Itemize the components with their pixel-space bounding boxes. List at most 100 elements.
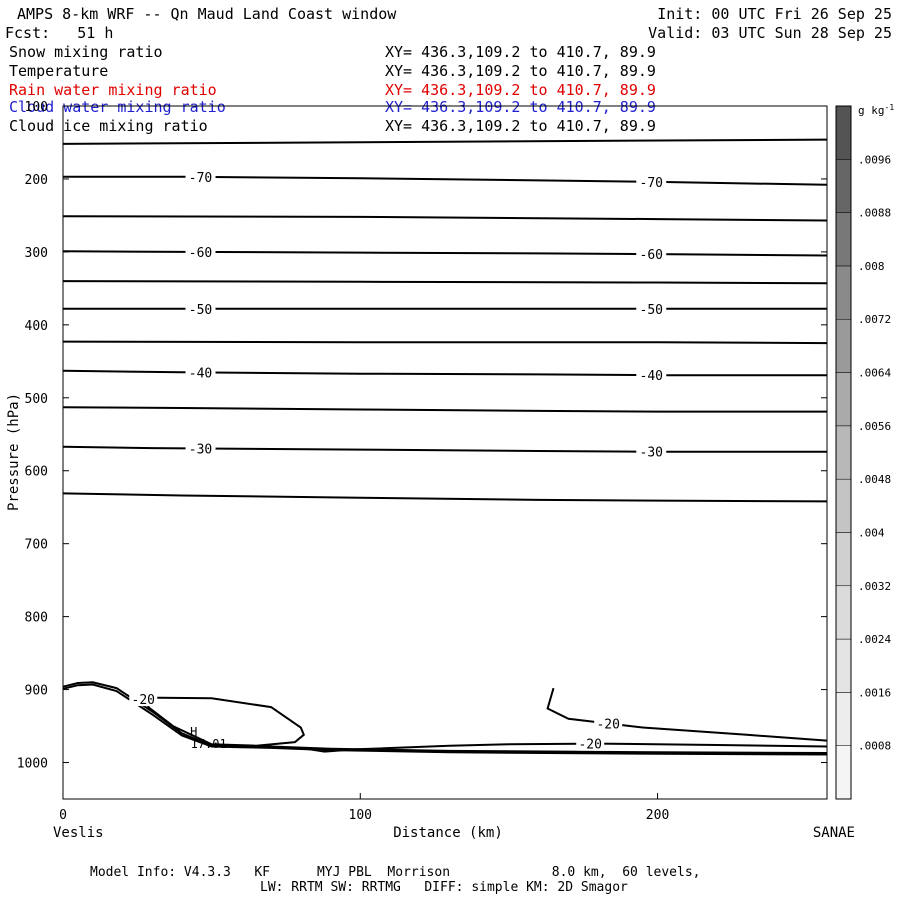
y-tick-label: 800 — [25, 611, 48, 626]
isotherm-line — [62, 369, 827, 377]
isotherm-label-bg — [185, 243, 216, 259]
low-level-contour — [546, 687, 828, 742]
colorbar-segment — [835, 638, 852, 693]
colorbar-tick-label: .008 — [858, 260, 885, 273]
low-contour-label: -20 — [596, 717, 619, 732]
low-contour-label: -20 — [132, 693, 155, 708]
isotherm-label: -40 — [189, 366, 212, 381]
isotherm-label-bg — [636, 246, 667, 262]
y-tick-label: 100 — [25, 100, 48, 115]
y-tick-label: 900 — [25, 684, 48, 699]
legend-var-cloud-water: Cloud water mixing ratio — [9, 98, 226, 116]
legend-xy-temperature: XY= 436.3,109.2 to 410.7, 89.9 — [385, 62, 656, 80]
isotherm-line — [62, 492, 828, 503]
y-tick-label: 200 — [25, 173, 48, 188]
legend-var-snow: Snow mixing ratio — [9, 43, 163, 61]
legend-var-temperature: Temperature — [9, 62, 109, 80]
isotherm-label-bg — [636, 367, 667, 383]
plot-annotation: 17.01 — [191, 737, 227, 751]
isotherm-line — [62, 215, 828, 222]
low-contour-label-bg — [594, 715, 623, 731]
colorbar-tick-label: .0072 — [858, 313, 891, 326]
init-time: Init: 00 UTC Fri 26 Sep 25 — [657, 5, 892, 23]
isotherm-label: -70 — [640, 176, 663, 191]
colorbar-tick-label: .0048 — [858, 473, 891, 486]
colorbar-tick-label: .004 — [858, 526, 885, 539]
legend-var-rain: Rain water mixing ratio — [9, 81, 217, 99]
colorbar-segment — [835, 265, 852, 320]
colorbar-tick-label: .0032 — [858, 580, 891, 593]
x-tick-label: 100 — [349, 808, 372, 823]
y-axis-label: Pressure (hPa) — [6, 393, 22, 511]
low-contour-label-bg — [576, 735, 605, 751]
colorbar-tick-label: .0088 — [858, 207, 891, 220]
isotherm-label-bg — [636, 300, 667, 316]
y-tick-label: 1000 — [17, 757, 48, 772]
forecast-hour: Fcst: 51 h — [5, 24, 114, 42]
low-level-contour — [142, 696, 306, 747]
isotherm-line — [62, 138, 828, 145]
colorbar-segment — [835, 745, 852, 800]
y-tick-label: 700 — [25, 538, 48, 553]
colorbar-unit: g kg-1 — [858, 103, 894, 117]
isotherm-label: -30 — [640, 446, 663, 461]
colorbar-frame — [835, 105, 852, 800]
y-tick-label: 600 — [25, 465, 48, 480]
legend-xy-rain: XY= 436.3,109.2 to 410.7, 89.9 — [385, 81, 656, 99]
legend-xy-snow: XY= 436.3,109.2 to 410.7, 89.9 — [385, 43, 656, 61]
colorbar-tick-label: .0024 — [858, 633, 891, 646]
colorbar-tick-label: .0096 — [858, 153, 891, 166]
colorbar-tick-label: .0056 — [858, 420, 891, 433]
legend-xy-cloud-ice: XY= 436.3,109.2 to 410.7, 89.9 — [385, 117, 656, 135]
colorbar-segment — [835, 212, 852, 267]
colorbar-segment — [835, 425, 852, 480]
isotherm-label-bg — [185, 364, 216, 380]
isotherm-label-bg — [185, 300, 216, 316]
left-endpoint-label: Veslis — [53, 825, 104, 841]
isotherm-label: -50 — [640, 303, 663, 318]
x-tick-label: 200 — [646, 808, 669, 823]
legend-var-cloud-ice: Cloud ice mixing ratio — [9, 117, 208, 135]
model-info-line1: Model Info: V4.3.3 KF MYJ PBL Morrison 8… — [90, 865, 701, 880]
isotherm-label: -70 — [189, 171, 212, 186]
plot-annotation: H — [190, 725, 197, 739]
legend-xy-cloud-water: XY= 436.3,109.2 to 410.7, 89.9 — [385, 98, 656, 116]
right-endpoint-label: SANAE — [813, 825, 855, 841]
low-contour-label: -20 — [578, 738, 601, 753]
colorbar-tick-label: .0016 — [858, 686, 891, 699]
isotherm-line — [62, 406, 827, 413]
valid-time: Valid: 03 UTC Sun 28 Sep 25 — [648, 24, 892, 42]
colorbar-segment — [835, 318, 852, 373]
y-tick-label: 500 — [25, 392, 48, 407]
terrain-line — [62, 683, 828, 756]
colorbar-segment — [835, 585, 852, 640]
isotherm-line — [62, 445, 827, 453]
y-tick-label: 300 — [25, 246, 48, 261]
isotherm-label-bg — [636, 443, 667, 459]
colorbar-segment — [835, 372, 852, 427]
x-axis-label: Distance (km) — [393, 825, 503, 841]
isotherm-label: -30 — [189, 442, 212, 457]
isotherm-label: -60 — [640, 248, 663, 263]
low-level-contour — [300, 742, 828, 753]
colorbar-segment — [835, 478, 852, 533]
low-contour-label-bg — [129, 691, 158, 707]
isotherm-label: -40 — [640, 369, 663, 384]
isotherm-line — [63, 175, 828, 186]
colorbar-tick-label: .0008 — [858, 740, 891, 753]
colorbar-segment — [835, 159, 852, 213]
terrain-line — [62, 681, 828, 754]
x-tick-label: 0 — [59, 808, 67, 823]
colorbar-tick-label: .0064 — [858, 367, 891, 380]
isotherm-label: -60 — [189, 246, 212, 261]
model-info-line2: LW: RRTM SW: RRTMG DIFF: simple KM: 2D S… — [260, 880, 628, 895]
colorbar-segment — [835, 532, 852, 587]
isotherm-line — [62, 280, 828, 285]
isotherm-line — [62, 250, 828, 257]
chart-title: AMPS 8-km WRF -- Qn Maud Land Coast wind… — [17, 5, 397, 23]
isotherm-label-bg — [185, 440, 216, 456]
isotherm-line — [62, 340, 828, 345]
isotherm-label-bg — [636, 173, 667, 189]
colorbar-segment — [835, 105, 852, 160]
